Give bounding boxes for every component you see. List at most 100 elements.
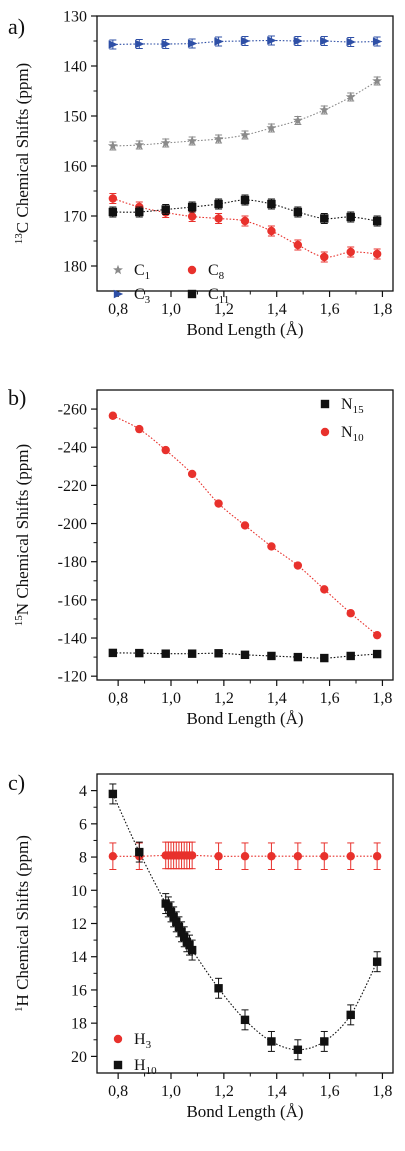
legend-label: N10	[341, 424, 364, 444]
legend-label-name: C	[134, 262, 145, 279]
data-point	[293, 207, 303, 217]
chart-panel-c: c) 0,8 1,0 1,2 1,4 1,6 1,8 4 6 8 10 12 14 16 18 20 Bond …	[8, 770, 394, 1121]
data-point	[108, 852, 118, 861]
y-tick-label: 140	[63, 59, 87, 76]
y-tick-label: -120	[58, 669, 87, 686]
data-point	[372, 852, 382, 861]
y-tick-label: -180	[58, 554, 87, 571]
legend-label-name: C	[208, 286, 219, 303]
legend-label: C8	[208, 262, 225, 282]
data-point	[346, 609, 355, 618]
legend: N15 N10	[320, 396, 364, 444]
data-point	[177, 927, 186, 937]
legend-label-subscript: 10	[146, 1065, 158, 1077]
x-tick-label: 1,8	[372, 690, 392, 707]
legend-label-name: N	[341, 396, 353, 413]
data-point	[267, 1037, 276, 1046]
data-point	[161, 39, 171, 49]
data-point	[172, 917, 181, 927]
data-point	[187, 649, 197, 658]
data-point	[240, 216, 250, 226]
y-axis-label-superscript: 1	[13, 1006, 25, 1012]
legend-marker	[113, 1034, 123, 1044]
y-tick-label: 170	[63, 209, 87, 226]
data-point	[180, 932, 189, 941]
x-tick-label: 1,0	[161, 301, 181, 318]
data-point	[135, 847, 144, 857]
data-point	[346, 852, 355, 861]
data-point	[187, 851, 197, 860]
data-point	[319, 104, 330, 115]
legend-marker	[113, 289, 124, 299]
legend-marker	[320, 427, 330, 437]
legend-label-subscript: 3	[146, 1039, 152, 1051]
x-tick-label: 1,4	[267, 690, 287, 707]
plot-frame	[96, 15, 394, 292]
x-tick-label: 1,6	[320, 690, 340, 707]
x-tick-label: 1,0	[161, 690, 181, 707]
y-tick-label: -140	[58, 631, 87, 648]
data-point	[214, 37, 224, 46]
data-point	[320, 214, 329, 223]
data-point	[214, 984, 223, 993]
panel-label: c)	[8, 770, 25, 795]
data-point	[240, 195, 250, 205]
data-point	[372, 216, 382, 226]
y-tick-label: 20	[71, 1049, 87, 1066]
legend-label-name: H	[134, 1031, 146, 1048]
data-point	[108, 40, 119, 49]
data-point	[240, 1015, 250, 1025]
x-tick-label: 1,8	[372, 301, 392, 318]
legend-label-subscript: 11	[219, 294, 230, 306]
legend-marker	[187, 289, 197, 299]
panel-label: b)	[8, 385, 26, 410]
fit-curve	[112, 197, 378, 258]
data-point	[267, 542, 276, 551]
data-point	[320, 585, 329, 594]
x-tick-label: 1,8	[372, 1083, 392, 1100]
y-axis-label-superscript: 13	[13, 233, 25, 245]
data-point	[213, 133, 224, 144]
legend-label-name: N	[341, 424, 353, 441]
chart-panel-b: b) 0,8 1,0 1,2 1,4 1,6 1,8 -260 -240 -220 -200 -180…	[8, 385, 394, 728]
data-point	[214, 214, 223, 223]
x-tick-label: 1,6	[320, 1083, 340, 1100]
data-point	[293, 240, 303, 250]
data-point	[346, 212, 355, 222]
data-point	[320, 36, 330, 46]
data-point	[187, 135, 198, 146]
data-point	[320, 252, 329, 262]
data-point	[108, 207, 118, 217]
data-point	[185, 940, 194, 950]
legend-label-subscript: 15	[353, 404, 365, 416]
x-tick-label: 0,8	[108, 690, 128, 707]
data-point	[240, 129, 250, 140]
series-c1	[107, 75, 383, 151]
x-tick-label: 0,8	[108, 1083, 128, 1100]
legend-label-subscript: 1	[145, 270, 151, 282]
data-point	[267, 226, 276, 236]
data-point	[240, 521, 250, 530]
data-point	[372, 957, 382, 966]
data-point	[293, 561, 303, 570]
x-tick-label: 1,0	[161, 1083, 181, 1100]
series-n10	[108, 411, 382, 640]
legend-label: N15	[341, 396, 364, 416]
data-point	[135, 39, 145, 49]
data-point	[267, 852, 276, 861]
data-point	[174, 922, 184, 932]
legend-label: C3	[134, 286, 151, 306]
data-point	[107, 140, 118, 151]
series-c3	[108, 35, 383, 50]
y-tick-label: -260	[58, 402, 87, 419]
y-tick-label: 14	[71, 949, 87, 966]
data-point	[187, 39, 198, 48]
data-point	[214, 499, 223, 508]
data-point	[267, 36, 277, 45]
legend-marker	[320, 399, 330, 409]
data-point	[345, 91, 356, 102]
legend-label: C1	[134, 262, 150, 282]
panel-label: a)	[8, 14, 25, 39]
y-tick-label: 180	[63, 259, 87, 276]
data-point	[187, 202, 197, 212]
